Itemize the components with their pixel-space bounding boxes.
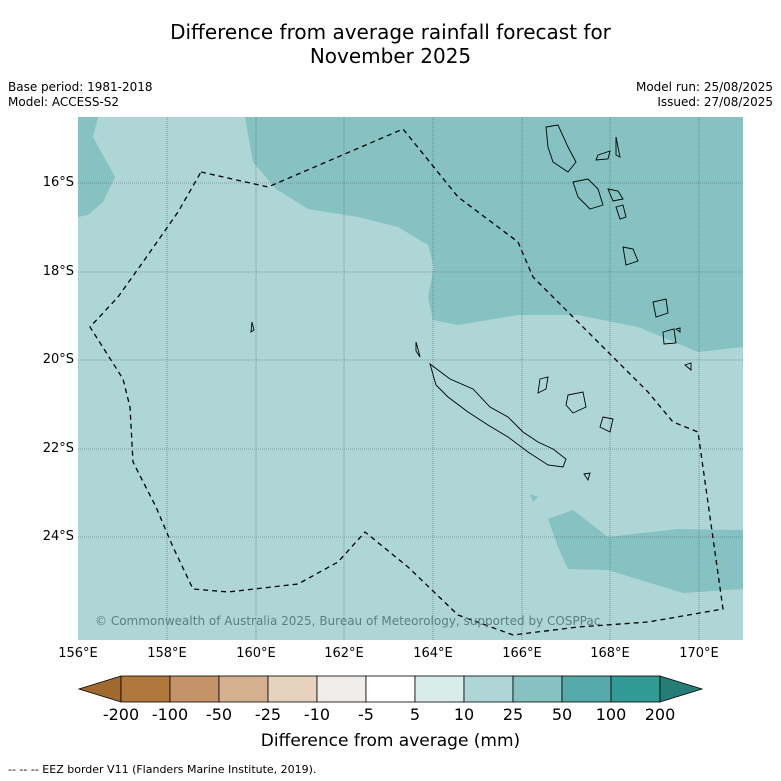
colorbar-swatch-7 (414, 675, 465, 703)
island-malekula (572, 178, 604, 210)
chart-title: Difference from average rainfall forecas… (0, 20, 781, 68)
colorbar-swatch-5 (316, 675, 367, 703)
anomaly-spot (530, 494, 538, 502)
lon-label-160e: 160°E (236, 646, 276, 661)
island-walpole (583, 472, 591, 482)
cb-label-10: 100 (595, 705, 627, 724)
island-maewo (615, 136, 621, 158)
island-efate (622, 246, 639, 266)
cb-label-0: -200 (102, 705, 140, 724)
island-epi (615, 204, 627, 220)
colorbar-extend-low (77, 675, 122, 703)
graticule (78, 117, 743, 640)
lat-label-20s: 20°S (42, 352, 74, 367)
cb-label-7: 10 (453, 705, 475, 724)
base-period: Base period: 1981-2018 (8, 80, 153, 94)
cb-label-3: -25 (254, 705, 282, 724)
meta-right: Model run: 25/08/2025 Issued: 27/08/2025 (636, 80, 773, 110)
colorbar-svg (77, 675, 704, 703)
island-futuna (674, 327, 681, 333)
island-belep (415, 341, 421, 358)
island-aneityum (684, 362, 692, 371)
meta-left: Base period: 1981-2018 Model: ACCESS-S2 (8, 80, 153, 110)
anomaly-region-se (548, 510, 743, 593)
island-ambae (595, 150, 611, 161)
issued-date: Issued: 27/08/2025 (657, 95, 773, 109)
map-svg (78, 117, 743, 640)
cb-label-2: -50 (205, 705, 233, 724)
colorbar-swatch-6 (365, 675, 416, 703)
colorbar-swatch-8 (463, 675, 514, 703)
island-tanna (662, 328, 677, 345)
eez-border (89, 128, 724, 636)
island-espiritu-santo (545, 124, 577, 173)
cb-label-5: -5 (358, 705, 374, 724)
colorbar-swatch-1 (120, 675, 171, 703)
coastlines (250, 124, 692, 482)
title-line-2: November 2025 (309, 44, 472, 68)
map-panel (78, 117, 743, 640)
model-run: Model run: 25/08/2025 (635, 80, 773, 94)
island-mare (599, 416, 614, 433)
cb-label-6: 5 (409, 705, 421, 724)
cb-label-9: 50 (551, 705, 573, 724)
colorbar-swatch-9 (512, 675, 563, 703)
lat-label-18s: 18°S (42, 264, 74, 279)
copyright-notice: © Commonwealth of Australia 2025, Bureau… (95, 614, 601, 628)
cb-label-8: 25 (502, 705, 524, 724)
colorbar-swatch-2 (169, 675, 220, 703)
lon-label-162e: 162°E (324, 646, 364, 661)
model-name: Model: ACCESS-S2 (8, 95, 120, 109)
colorbar-extend-high (659, 675, 704, 703)
colorbar-swatch-3 (218, 675, 269, 703)
anomaly-region-west (78, 117, 115, 217)
title-line-1: Difference from average rainfall forecas… (170, 20, 611, 44)
lat-label-16s: 16°S (42, 175, 74, 190)
lon-label-166e: 166°E (502, 646, 542, 661)
colorbar-swatch-11 (610, 675, 661, 703)
colorbar-swatches (77, 675, 704, 703)
island-chesterfield (250, 321, 255, 333)
lon-label-156e: 156°E (58, 646, 98, 661)
lon-label-170e: 170°E (679, 646, 719, 661)
lat-label-24s: 24°S (42, 529, 74, 544)
island-erromango (652, 298, 669, 318)
lat-label-22s: 22°S (42, 441, 74, 456)
lon-label-168e: 168°E (590, 646, 630, 661)
cb-label-11: 200 (644, 705, 676, 724)
colorbar-swatch-4 (267, 675, 318, 703)
anomaly-region-ne (245, 117, 743, 352)
lon-label-158e: 158°E (147, 646, 187, 661)
colorbar-title: Difference from average (mm) (260, 731, 521, 751)
colorbar (77, 675, 704, 707)
footnote: -- -- -- EEZ border V11 (Flanders Marine… (8, 763, 317, 776)
new-caledonia-coast (429, 362, 567, 468)
cb-label-4: -10 (303, 705, 331, 724)
island-ambrym (607, 188, 624, 202)
island-ouvea (537, 376, 549, 394)
colorbar-swatch-10 (561, 675, 612, 703)
cb-label-1: -100 (151, 705, 189, 724)
lon-label-164e: 164°E (413, 646, 453, 661)
island-lifou (565, 391, 587, 414)
